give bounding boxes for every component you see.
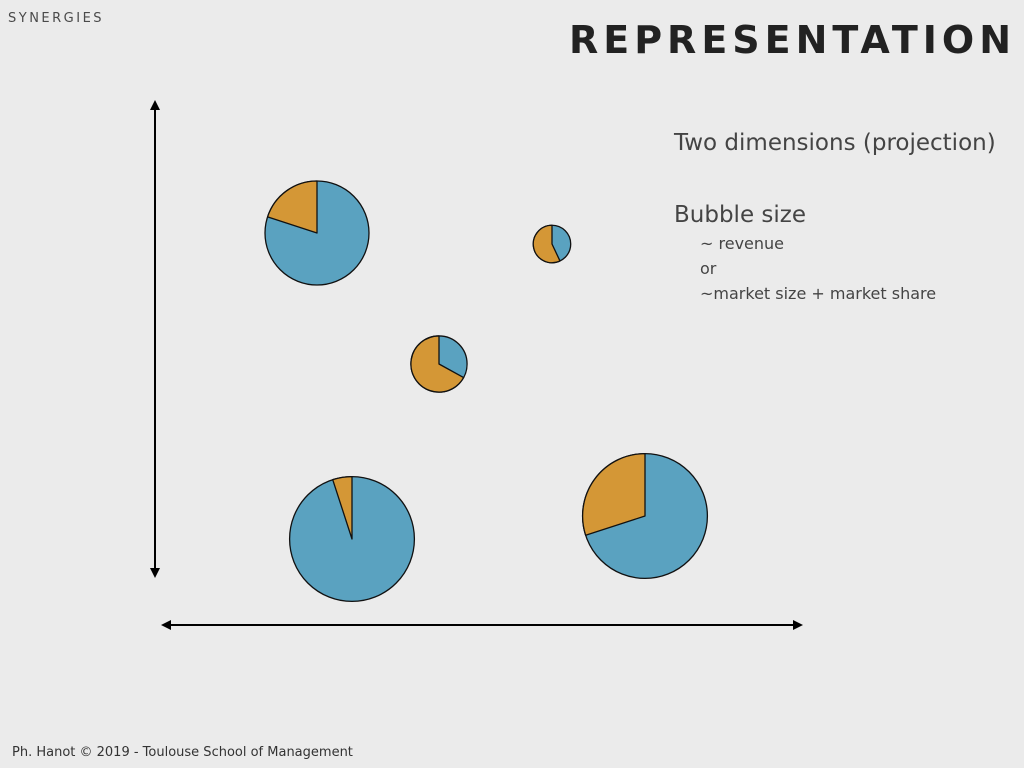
bubble-orange-slice — [332, 475, 353, 540]
horizontal-axis — [161, 620, 803, 630]
note-heading-bubble-size: Bubble size — [674, 202, 807, 228]
note-line-or: or — [700, 259, 717, 278]
notes-panel: Two dimensions (projection) Bubble size … — [674, 128, 1019, 306]
bubble-top-right-small — [532, 224, 572, 264]
footer: Ph. Hanot © 2019 - Toulouse School of Ma… — [12, 745, 353, 760]
bubble-orange-slice — [410, 335, 465, 393]
bubble-bottom-left — [288, 475, 416, 603]
bubble-bottom-right — [581, 452, 709, 580]
bubble-orange-slice — [581, 452, 646, 536]
bubble-orange-slice — [532, 224, 561, 264]
note-line-revenue: ~ revenue — [700, 234, 784, 253]
note-line-market: ~market size + market share — [700, 284, 937, 303]
note-heading-dimensions: Two dimensions (projection) — [674, 130, 996, 156]
slide-title: REPRESENTATION — [568, 18, 1016, 62]
bubble-top-left — [264, 180, 370, 286]
bubble-middle — [410, 335, 468, 393]
bubbles — [264, 180, 709, 603]
bubble-orange-slice — [266, 180, 318, 234]
vertical-axis — [150, 100, 160, 578]
section-label: SYNERGIES — [8, 11, 105, 26]
